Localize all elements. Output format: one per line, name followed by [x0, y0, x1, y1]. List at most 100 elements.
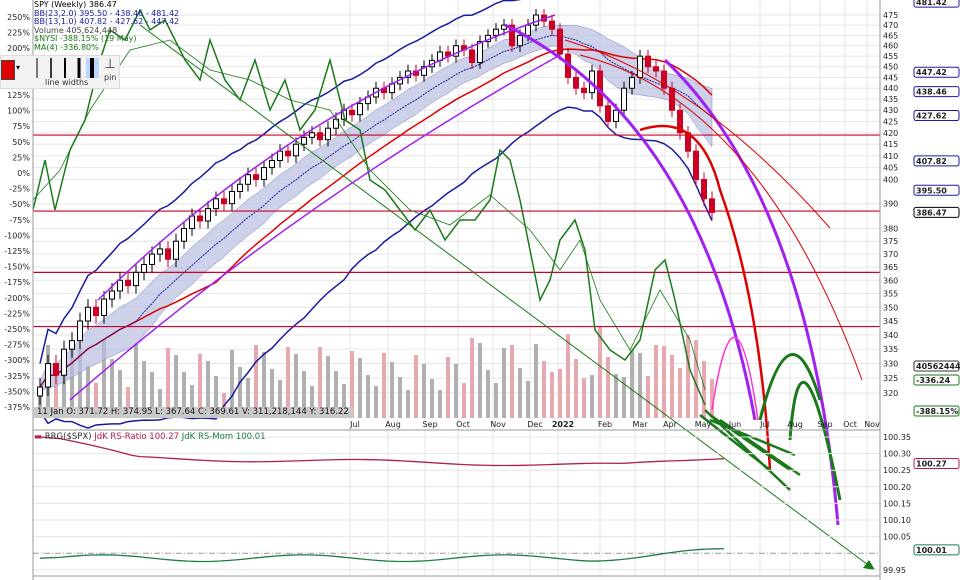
arrow-head: [863, 560, 875, 570]
line-width-options[interactable]: [31, 58, 101, 78]
rrg-y-tick-label: 100.10: [883, 516, 911, 525]
volume-bar: [158, 389, 162, 418]
volume-bar: [174, 355, 178, 418]
volume-bar: [710, 378, 714, 418]
volume-bar: [54, 366, 58, 418]
volume-bar: [582, 378, 586, 418]
candle-body: [165, 248, 171, 260]
chevron-down-icon[interactable]: ▾: [16, 63, 21, 72]
color-swatch[interactable]: [1, 60, 15, 80]
pct-tick-label: 200%: [7, 44, 30, 53]
x-tick-label: Oct: [456, 420, 470, 429]
nysi-line: [32, 8, 706, 406]
line-widths-label: line widths: [45, 78, 89, 87]
candle-body: [325, 127, 331, 141]
x-tick-label: May: [695, 420, 712, 429]
volume-bar: [446, 357, 450, 418]
x-tick-label: Apr: [663, 420, 678, 429]
volume-bar: [214, 376, 218, 418]
candle-body: [245, 174, 251, 185]
y-tick-label: 390: [883, 200, 898, 209]
y-tick-label: 445: [883, 73, 898, 82]
rrg-legend: ▬ RRG($SPX) JdK RS-Ratio 100.27 JdK RS-M…: [34, 432, 266, 442]
line-style-toolbar: ▾ line widths ⊥ pin: [0, 55, 120, 89]
badge-rs-mom: 100.01: [916, 546, 947, 555]
candle-body: [261, 167, 267, 180]
candle-body: [333, 118, 339, 129]
red-arc-1: [564, 39, 831, 229]
pct-tick-label: -25%: [9, 185, 30, 194]
candle-body: [109, 290, 115, 300]
candle-body: [253, 174, 259, 180]
y-tick-label: 450: [883, 63, 898, 72]
volume-bar: [534, 344, 538, 418]
badge-bb-upper: 481.42: [916, 0, 947, 7]
y-tick-label: 355: [883, 290, 898, 299]
volume-bar: [414, 355, 418, 418]
pct-tick-label: 0%: [17, 169, 30, 178]
candle-body: [629, 76, 635, 89]
volume-bar: [622, 377, 626, 418]
candle-body: [269, 160, 275, 169]
candle-body: [93, 306, 99, 316]
bb23-upper: [39, 0, 521, 364]
pct-tick-label: -250%: [4, 325, 30, 334]
badge-rs-ratio: 100.27: [916, 460, 947, 469]
nysi-ma-line: [32, 39, 706, 391]
y-tick-label: 430: [883, 106, 898, 115]
volume-bar: [518, 368, 522, 418]
ohlc-readout: 11 Jan O: 371.72 H: 374.95 L: 367.64 C: …: [33, 407, 353, 418]
pct-tick-label: 75%: [12, 122, 30, 131]
badge-ma-box: [913, 374, 960, 386]
rrg-y-tick-label: 100.15: [883, 499, 911, 508]
badge-bb-lower-box: [913, 184, 960, 196]
rs-ratio-line: [39, 436, 725, 467]
candle-body: [157, 248, 163, 255]
candle-body: [621, 87, 627, 111]
candle-body: [533, 14, 539, 26]
pct-tick-label: -275%: [4, 341, 30, 350]
candle-body: [357, 103, 363, 116]
x-tick-label: Aug: [385, 420, 401, 429]
badge-rs-ratio-box: [913, 458, 960, 470]
volume-bar: [438, 390, 442, 418]
y-tick-label: 420: [883, 129, 898, 138]
magenta-arc: [711, 336, 759, 421]
candle-body: [421, 66, 427, 76]
volume-bar: [550, 372, 554, 418]
pct-tick-label: -150%: [4, 263, 30, 272]
x-tick-label: Oct: [843, 420, 857, 429]
bb13-middle: [39, 34, 713, 388]
rrg-y-tick-label: 100.25: [883, 466, 911, 475]
x-tick-label: Jul: [349, 420, 360, 429]
volume-bar: [126, 387, 130, 418]
volume-bar: [542, 361, 546, 418]
volume-bar: [254, 345, 258, 418]
green-arc-2: [788, 381, 842, 501]
y-tick-label: 340: [883, 331, 898, 340]
volume-bar: [374, 386, 378, 418]
y-tick-label: 465: [883, 31, 898, 40]
volume-bar: [310, 386, 314, 418]
candle-body: [205, 208, 211, 222]
rs-mom-line: [39, 548, 725, 563]
badge-bb-mid-box: [913, 86, 960, 98]
candle-body: [477, 41, 483, 63]
badge-nysi: -388.15%: [916, 407, 958, 416]
volume-bar: [510, 345, 514, 418]
purple-channel-lower: [69, 54, 561, 401]
volume-bar: [86, 366, 90, 418]
y-tick-label: 380: [883, 225, 898, 234]
pin-button[interactable]: ⊥ pin: [104, 57, 116, 82]
badge-nysi-box: [913, 405, 960, 417]
volume-bar: [470, 338, 474, 418]
candle-body: [301, 136, 307, 145]
badge-bb2-mid-box: [913, 110, 960, 122]
candle-body: [189, 215, 195, 230]
candle-body: [701, 178, 707, 200]
candle-body: [709, 198, 715, 213]
volume-bar: [462, 383, 466, 418]
rrg-y-tick-label: 99.95: [883, 566, 906, 575]
rrg-panel: 100.35 100.30 100.25 100.20 100.15 100.10 100.…: [33, 433, 911, 575]
candle-body: [317, 132, 323, 141]
